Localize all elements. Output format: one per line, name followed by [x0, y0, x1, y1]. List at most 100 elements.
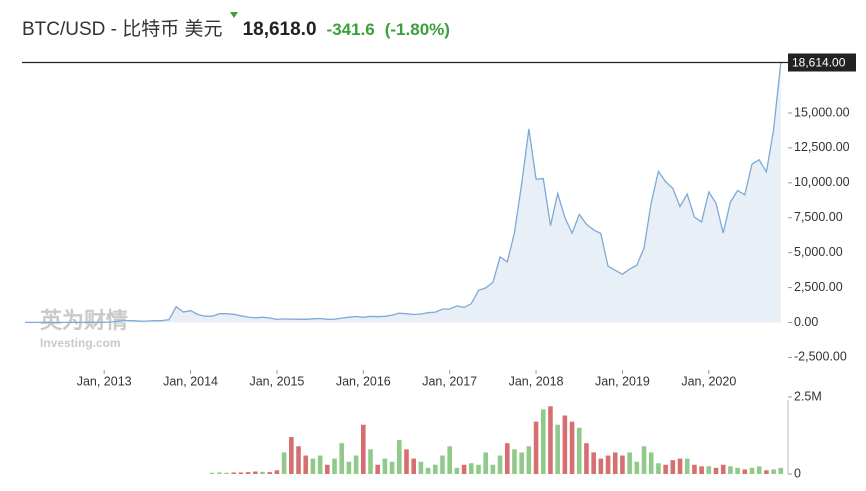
volume-bar [238, 472, 244, 474]
volume-bar [418, 461, 424, 474]
volume-bar [627, 452, 632, 474]
volume-bar [735, 467, 740, 474]
volume-bar [325, 464, 330, 474]
x-tick-label: Jan, 2017 [422, 374, 477, 388]
volume-bar [540, 409, 546, 474]
x-tick-label: Jan, 2019 [595, 374, 650, 388]
volume-bar [476, 464, 481, 474]
volume-bar [749, 467, 755, 474]
volume-bar [397, 440, 402, 474]
volume-bar [490, 464, 496, 474]
volume-bar [346, 461, 352, 474]
volume-bar [267, 472, 273, 474]
volume-bar [742, 469, 748, 474]
volume-bar [670, 460, 676, 474]
volume-bar [512, 449, 517, 474]
change-pct: (-1.80%) [384, 20, 450, 39]
volume-bar [368, 449, 373, 474]
volume-bar [483, 452, 488, 474]
header: BTC/USD - 比特币 美元 18,618.0 -341.6 (-1.80%… [22, 12, 450, 41]
volume-bar [533, 421, 539, 474]
watermark-brand: 英为财情 [40, 308, 128, 333]
volume-bar [591, 452, 596, 474]
volume-bar [432, 464, 438, 474]
volume-bar [663, 464, 668, 474]
volume-bar [404, 449, 409, 474]
volume-bar [209, 472, 215, 474]
x-tick-label: Jan, 2015 [249, 374, 304, 388]
volume-bar [461, 464, 467, 474]
volume-bar [224, 472, 229, 474]
y-tick-label: 10,000.00 [794, 175, 850, 189]
volume-bar [303, 455, 309, 474]
change: -341.6 [326, 20, 375, 39]
volume-bar [764, 470, 769, 474]
volume-bar [720, 464, 726, 474]
volume-tick-label: 0 [794, 466, 801, 480]
volume-bar [656, 463, 661, 474]
volume-bar [361, 424, 366, 474]
volume-bar [569, 421, 575, 474]
area-fill [25, 62, 781, 323]
volume-bar [548, 406, 553, 474]
volume-bar [260, 471, 265, 474]
volume-bar [526, 446, 532, 474]
volume-bar [641, 446, 647, 474]
volume-bar [281, 452, 287, 474]
watermark-site: Investing.com [40, 336, 121, 350]
volume-bar [605, 455, 611, 474]
volume-bar [332, 458, 337, 474]
x-tick-label: Jan, 2013 [77, 374, 132, 388]
last-price-label: 18,614.00 [792, 56, 846, 70]
y-tick-label: 15,000.00 [794, 105, 850, 119]
volume-bar [555, 424, 560, 474]
y-tick-label: 2,500.00 [794, 280, 843, 294]
volume-bar [245, 472, 251, 474]
volume-bar [274, 470, 280, 474]
volume-bar [519, 452, 524, 474]
volume-bar [771, 469, 776, 474]
volume-bar [289, 437, 294, 474]
volume-bar [684, 458, 690, 474]
volume-bar [375, 464, 381, 474]
volume-bar [692, 464, 697, 474]
x-tick-label: Jan, 2020 [681, 374, 736, 388]
y-tick-label: -2,500.00 [794, 350, 847, 364]
volume-bar [598, 458, 604, 474]
up-icon [229, 12, 238, 18]
x-tick-label: Jan, 2014 [163, 374, 218, 388]
x-tick-label: Jan, 2018 [509, 374, 564, 388]
y-tick-label: 5,000.00 [794, 245, 843, 259]
volume-bar [310, 458, 316, 474]
volume-bar [677, 458, 683, 474]
last-price-box [788, 53, 856, 72]
volume-bar [425, 467, 431, 474]
volume-bar [468, 463, 474, 474]
y-tick-label: 7,500.00 [794, 210, 843, 224]
volume-bar [411, 458, 416, 474]
volume-bar [699, 466, 704, 474]
volume-bar [231, 472, 237, 474]
volume-bar [634, 461, 640, 474]
volume-bar [562, 415, 568, 474]
volume-bar [706, 466, 712, 474]
volume-bar [217, 472, 222, 474]
volume-bar [454, 467, 460, 474]
price-line [25, 62, 782, 324]
volume-bar [253, 471, 258, 474]
volume-tick-label: 2.5M [794, 389, 822, 403]
y-tick-label: 12,500.00 [794, 140, 850, 154]
x-tick-label: Jan, 2016 [336, 374, 391, 388]
volume-bar [296, 446, 301, 474]
price: 18,618.0 [242, 19, 317, 40]
volume-bar [620, 455, 625, 474]
y-tick-label: 0.00 [794, 315, 818, 329]
volume-bar [382, 458, 388, 474]
volume-bar [440, 455, 445, 474]
volume-bar [576, 427, 582, 474]
volume-bar [778, 467, 784, 474]
volume-bar [497, 455, 503, 474]
volume-bar [389, 461, 395, 474]
